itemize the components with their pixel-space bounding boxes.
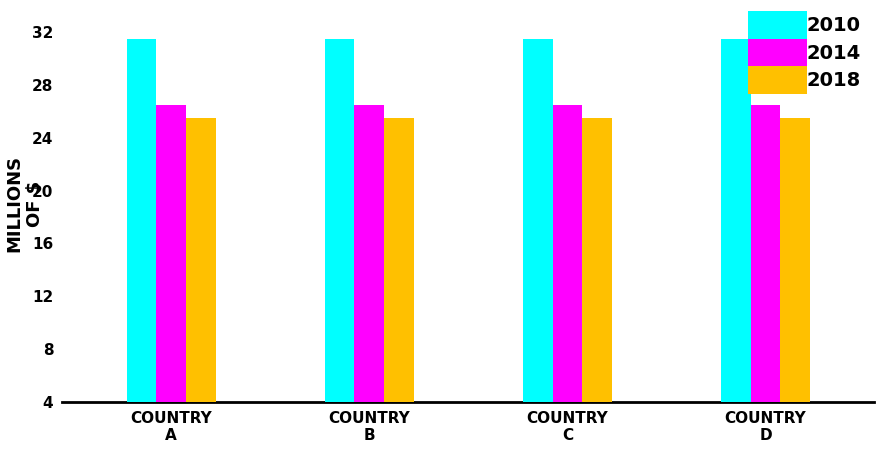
Bar bbox=[186, 118, 216, 402]
Bar bbox=[553, 105, 583, 402]
Bar bbox=[583, 118, 612, 402]
Bar bbox=[325, 39, 355, 402]
Bar bbox=[751, 105, 781, 402]
Bar bbox=[781, 118, 810, 402]
Bar bbox=[355, 105, 385, 402]
Bar bbox=[385, 118, 414, 402]
Y-axis label: MILLIONS
OF $: MILLIONS OF $ bbox=[5, 155, 44, 252]
Legend: 2010, 2014, 2018: 2010, 2014, 2018 bbox=[744, 7, 865, 98]
Bar bbox=[127, 39, 157, 402]
Bar bbox=[157, 105, 186, 402]
Bar bbox=[523, 39, 553, 402]
Bar bbox=[721, 39, 751, 402]
